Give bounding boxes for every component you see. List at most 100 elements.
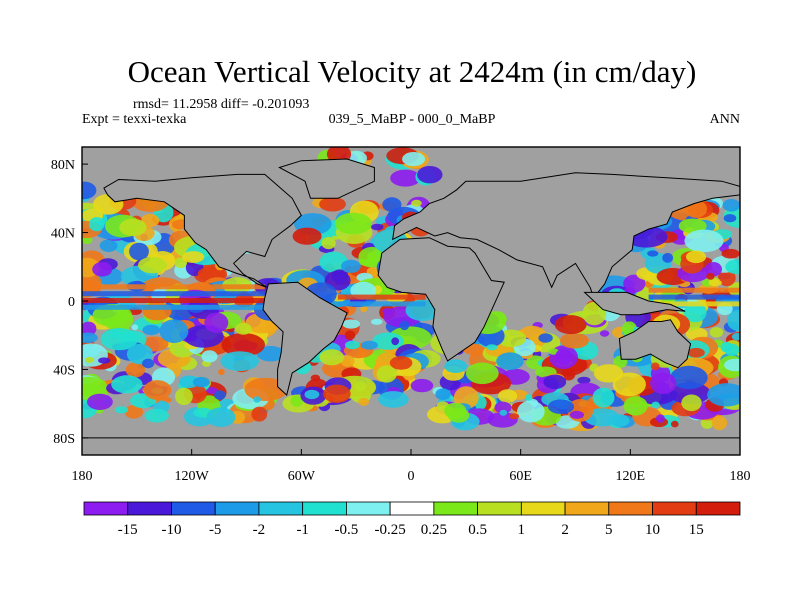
ocean-cell bbox=[220, 351, 259, 371]
colorbar-label: -0.5 bbox=[335, 522, 359, 538]
x-tick-label: 180 bbox=[730, 469, 751, 484]
land-mass bbox=[618, 319, 692, 369]
x-tick-label: 60W bbox=[288, 469, 316, 484]
ocean-cell bbox=[253, 396, 261, 403]
ocean-cell bbox=[182, 251, 205, 263]
ocean-cell bbox=[360, 340, 378, 350]
ocean-cell bbox=[612, 372, 646, 397]
ocean-cell bbox=[204, 312, 229, 333]
colorbar-swatch bbox=[564, 501, 610, 516]
ocean-cell bbox=[88, 217, 105, 232]
ocean-cell bbox=[110, 329, 122, 339]
colorbar-label: -5 bbox=[209, 522, 222, 538]
ocean-cell bbox=[731, 332, 740, 341]
stats-label: rmsd= 11.2958 diff= -0.201093 bbox=[133, 97, 309, 112]
ocean-cell bbox=[244, 377, 288, 401]
ocean-cell bbox=[342, 319, 360, 329]
ocean-cell bbox=[498, 389, 518, 403]
ocean-cell bbox=[687, 347, 705, 358]
colorbar-label: -10 bbox=[162, 522, 182, 538]
ocean-cell bbox=[323, 384, 351, 403]
comparison-label: 039_5_MaBP - 000_0_MaBP bbox=[329, 112, 496, 127]
ocean-cell bbox=[453, 386, 479, 409]
equatorial-band bbox=[82, 284, 265, 290]
ocean-cell bbox=[399, 320, 410, 331]
ocean-cell bbox=[417, 166, 443, 184]
colorbar-label: 10 bbox=[645, 522, 660, 538]
land-mass bbox=[377, 237, 505, 362]
land-mass bbox=[392, 172, 740, 299]
y-tick-label: 40N bbox=[51, 227, 75, 242]
ocean-cell bbox=[717, 269, 736, 287]
ocean-cell bbox=[655, 414, 665, 423]
ocean-cell bbox=[221, 333, 265, 357]
ocean-cell bbox=[292, 227, 322, 245]
ocean-cell bbox=[371, 223, 384, 231]
ocean-cell bbox=[372, 332, 404, 350]
equatorial-band bbox=[82, 291, 265, 297]
ocean-cell bbox=[92, 262, 113, 277]
ocean-cell bbox=[402, 152, 426, 167]
ocean-cell bbox=[319, 349, 345, 366]
ocean-cell bbox=[559, 332, 589, 349]
ocean-cell bbox=[119, 218, 147, 237]
ocean-cell bbox=[111, 375, 143, 394]
ocean-cell bbox=[517, 400, 545, 423]
ocean-cell bbox=[509, 413, 520, 420]
colorbar-label: 15 bbox=[689, 522, 704, 538]
y-tick-label: 80S bbox=[53, 432, 75, 447]
ocean-cell bbox=[206, 407, 236, 428]
land-mass bbox=[262, 281, 348, 397]
ocean-cell bbox=[705, 262, 722, 277]
ocean-cell bbox=[360, 305, 368, 312]
colorbar-swatch bbox=[302, 501, 347, 516]
ocean-cell bbox=[214, 390, 226, 400]
ocean-cell bbox=[707, 383, 740, 407]
ocean-cell bbox=[727, 309, 740, 332]
land-mass bbox=[82, 437, 740, 455]
x-axis: 180 120W 60W 0 60E 120E 180 bbox=[72, 449, 751, 484]
ocean-cell bbox=[671, 420, 679, 428]
ocean-cell bbox=[201, 350, 218, 363]
equatorial-band bbox=[82, 298, 265, 303]
ocean-cell bbox=[599, 330, 610, 337]
ocean-cell bbox=[389, 356, 413, 370]
ocean-cell bbox=[721, 248, 740, 259]
colorbar-swatch bbox=[214, 501, 260, 516]
ocean-cell bbox=[609, 414, 630, 427]
ocean-cell bbox=[444, 402, 467, 419]
ocean-cell bbox=[499, 409, 508, 416]
colorbar-swatch bbox=[433, 501, 478, 516]
ocean-cell bbox=[376, 365, 397, 383]
colorbar-label: 1 bbox=[518, 522, 526, 538]
experiment-label: Expt = texxi-texka bbox=[82, 112, 187, 127]
ocean-cell bbox=[125, 362, 145, 378]
ocean-cell bbox=[592, 387, 615, 408]
ocean-cell bbox=[235, 322, 252, 335]
ocean-cell bbox=[331, 269, 349, 284]
y-tick-label: 0 bbox=[68, 295, 75, 310]
ocean-cell bbox=[706, 272, 715, 280]
ocean-cell bbox=[304, 389, 320, 400]
ocean-cell bbox=[175, 387, 193, 406]
ocean-cell bbox=[524, 394, 533, 401]
ocean-cell bbox=[138, 256, 167, 274]
colorbar-swatch bbox=[127, 501, 172, 516]
ocean-cell bbox=[321, 237, 336, 250]
ocean-cell bbox=[319, 251, 349, 273]
ocean-cell bbox=[82, 181, 97, 200]
ocean-cell bbox=[651, 401, 660, 408]
map-area bbox=[82, 147, 740, 455]
ocean-cell bbox=[543, 374, 567, 390]
ocean-cell bbox=[686, 250, 707, 264]
ocean-cell bbox=[722, 199, 740, 212]
ocean-cell bbox=[344, 340, 360, 350]
colorbar-label: -1 bbox=[296, 522, 309, 538]
ocean-cell bbox=[593, 364, 624, 383]
ocean-cell bbox=[334, 212, 372, 235]
ocean-cell bbox=[724, 358, 740, 372]
ocean-cell bbox=[390, 169, 421, 187]
ocean-cell bbox=[494, 401, 512, 414]
ocean-cell bbox=[82, 321, 97, 336]
y-tick-label: 80N bbox=[51, 158, 75, 173]
